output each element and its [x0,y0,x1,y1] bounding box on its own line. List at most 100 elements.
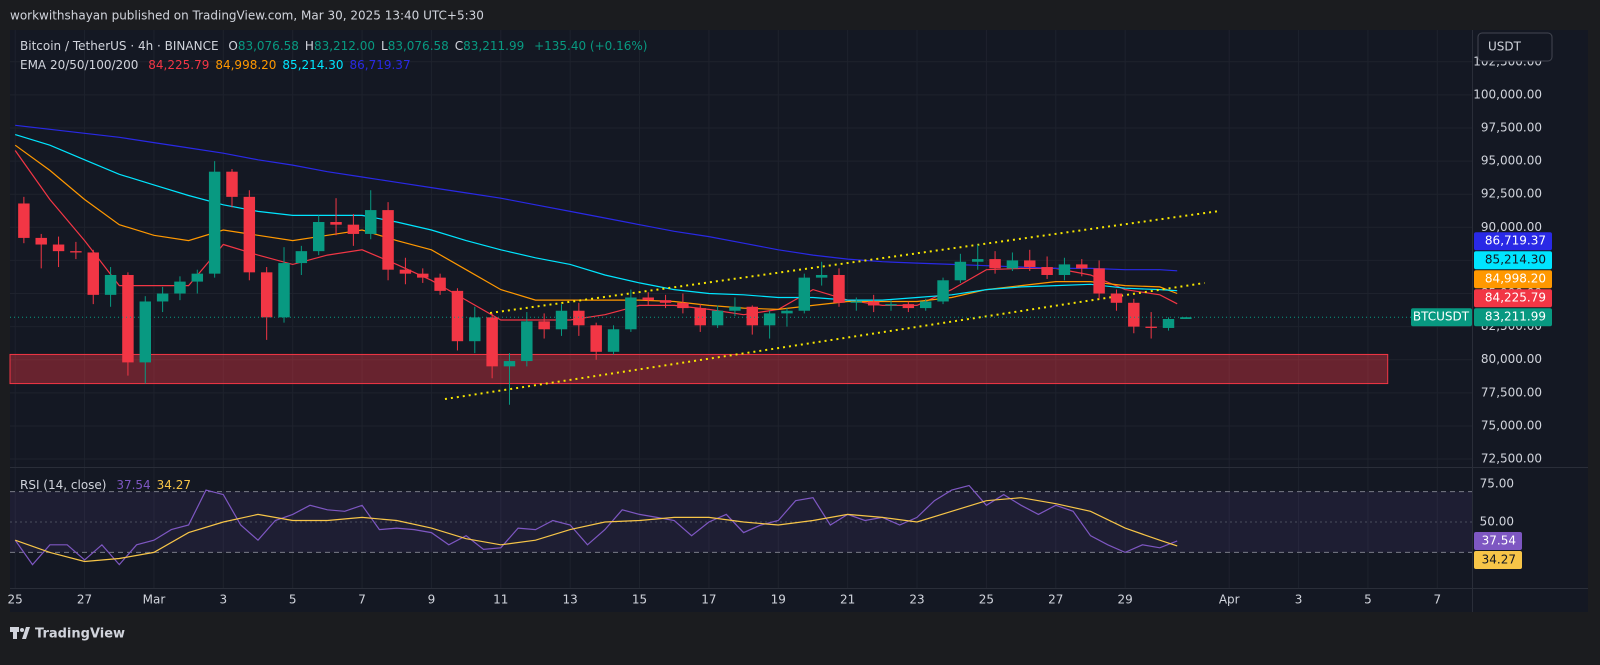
candle-body [156,293,169,302]
rsi-legend-value: 34.27 [157,478,191,492]
candle-body [1076,264,1088,269]
x-tick-label: 3 [219,593,227,607]
y-tick-label: 97,500.00 [1481,120,1542,134]
ema-price-box [1474,232,1552,251]
candle-body [347,224,360,234]
candle-body [139,301,151,363]
candle-body [417,273,429,278]
rsi-value-label: 37.54 [1482,533,1516,547]
candle-body [538,321,550,330]
rsi-legend-value: 37.54 [116,478,150,492]
candle-body [1145,326,1157,328]
ema-price-label: 84,225.79 [1485,291,1546,305]
x-tick-label: 5 [289,593,297,607]
candle-body [469,317,481,342]
footer-brand: TradingView [35,627,125,642]
ema-price-label: 86,719.37 [1485,234,1546,248]
change: +135.40 (+0.16%) [534,39,647,53]
y-tick-label: 72,500.00 [1481,452,1542,466]
ema-legend-value: 86,719.37 [350,58,411,72]
candle-body [70,251,82,253]
ema-legend: EMA 20/50/100/200 84,225.79 84,998.20 85,2… [20,58,411,72]
indicator-title: EMA 20/50/100/200 [20,58,138,72]
x-tick-label: Apr [1219,593,1240,607]
ohlc-legend: Bitcoin / TetherUS · 4h · BINANCE O83,07… [20,39,647,53]
candle-body [1180,317,1192,319]
candle-body [312,222,325,252]
candle-body [694,308,706,326]
candle-body [798,277,811,311]
candle-body [989,259,1001,269]
candle-body [399,269,412,274]
symbol-tag-box [1411,308,1472,327]
candle-body [104,274,117,295]
candle-body [260,272,273,318]
candle-body [278,263,290,318]
ema-legend-value: 84,225.79 [148,58,209,72]
ema-price-label: 85,214.30 [1485,253,1546,267]
ohlc-value: 83,076.58 [238,39,299,53]
candle-body [919,301,932,309]
footer: TradingView [10,627,125,642]
x-tick-label: 7 [1433,593,1441,607]
candle-body [746,306,758,326]
currency-button-box[interactable] [1477,32,1553,62]
x-tick-label: 9 [428,593,436,607]
y-tick-label: 92,500.00 [1481,187,1542,201]
rsi-tick-label: 75.00 [1480,476,1514,490]
candle-body [486,317,498,367]
candle-body [867,301,880,306]
x-tick-label: 15 [632,593,647,607]
logo-part [22,627,30,639]
candle-body [503,361,516,367]
x-tick-label: 27 [77,593,92,607]
candle-body [451,290,464,342]
ohlc-value: 83,212.00 [314,39,375,53]
candle-body [208,171,221,274]
ema-price-box [1474,270,1552,289]
candle-body [625,297,637,330]
candle-body [1162,318,1175,328]
symbol-title: Bitcoin / TetherUS · 4h · BINANCE [20,39,219,53]
candle-body [677,302,689,309]
y-tick-label: 80,000.00 [1481,352,1542,366]
candle-body [330,222,342,225]
ohlc-key: C [455,39,463,53]
currency-button-label[interactable]: USDT [1488,40,1522,54]
y-tick-label: 100,000.00 [1473,87,1542,101]
rsi-legend: RSI (14, close) 37.54 34.27 [20,478,191,492]
x-tick-label: 29 [1118,593,1133,607]
ohlc-key: H [305,39,314,53]
candle-body [555,310,568,330]
candle-body [1110,293,1123,303]
candle-body [937,280,949,302]
candle-body [573,310,585,326]
candle-body [850,301,863,303]
rsi-line [15,497,1178,563]
candle-body [243,196,256,273]
ohlc-value: 83,211.99 [463,39,524,53]
candle-body [1058,264,1071,275]
candle-body [763,313,776,326]
chart-panel [10,30,1588,612]
ema-legend-value: 85,214.30 [282,58,343,72]
candle-body [295,251,308,264]
x-tick-label: 25 [979,593,994,607]
trendline [444,281,1205,401]
y-tick-label: 90,000.00 [1481,220,1542,234]
ohlc-key: O [228,39,237,53]
rsi-value-box [1474,550,1522,569]
candle-body [174,281,186,294]
x-tick-label: 21 [840,593,855,607]
grid-layer [10,30,1472,588]
candle-body [52,244,65,252]
currency-button[interactable]: USDT [1477,32,1553,62]
publisher: workwithshayan published on TradingView.… [10,9,484,23]
candle-body [1041,267,1053,275]
ema-legend-value: 84,998.20 [215,58,276,72]
y-tick-label: 95,000.00 [1481,154,1542,168]
x-tick-label: 7 [358,593,366,607]
x-tick-label: 25 [8,593,23,607]
